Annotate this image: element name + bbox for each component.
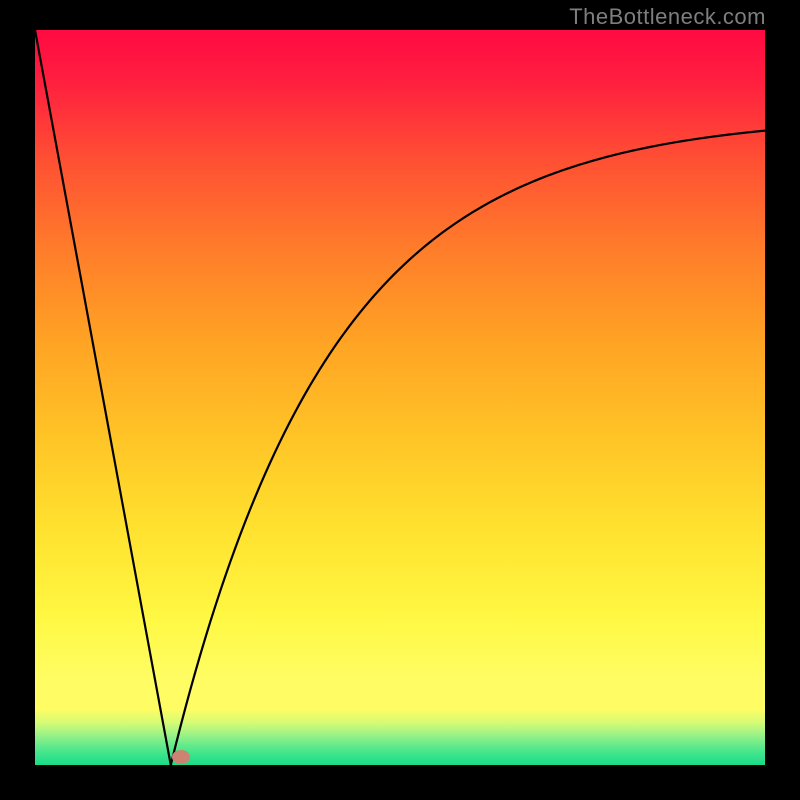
bottleneck-curve bbox=[35, 30, 765, 765]
watermark-text: TheBottleneck.com bbox=[569, 4, 766, 30]
chart-frame: TheBottleneck.com bbox=[0, 0, 800, 800]
plot-area bbox=[35, 30, 765, 765]
optimum-marker bbox=[172, 750, 190, 764]
